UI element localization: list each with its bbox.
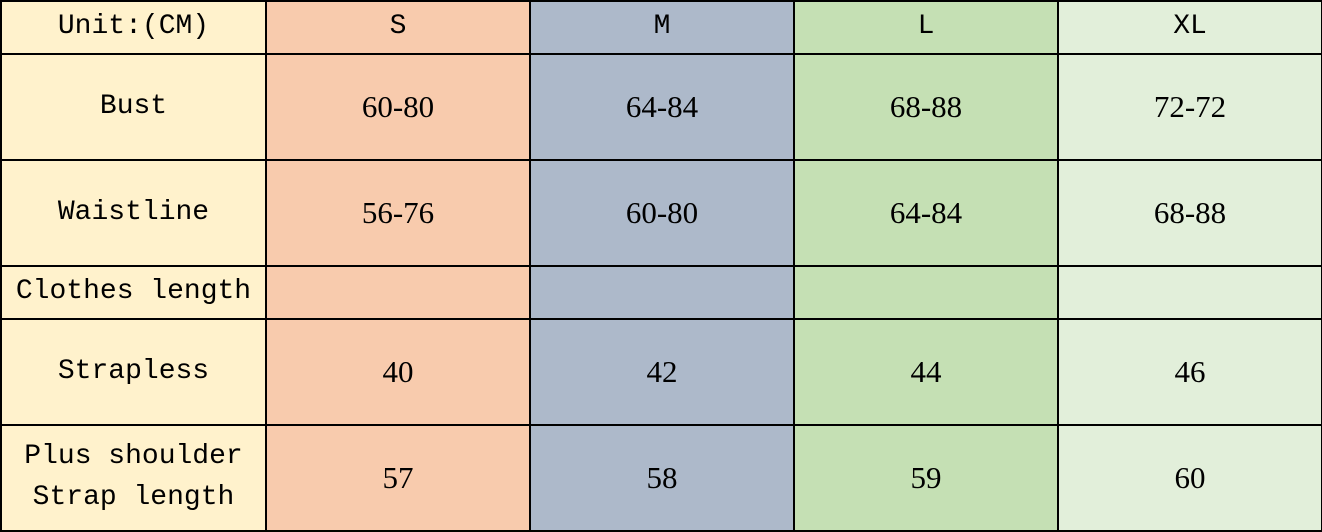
measurement-cell: 46 (1057, 318, 1322, 426)
table-row: Waistline 56-76 60-80 64-84 68-88 (0, 159, 1322, 267)
table-row: Bust 60-80 64-84 68-88 72-72 (0, 53, 1322, 161)
measurement-cell: 59 (793, 424, 1059, 532)
measurement-cell: 60 (1057, 424, 1322, 532)
measurement-cell: 68-88 (1057, 159, 1322, 267)
measurement-cell (529, 265, 795, 320)
measurement-cell (265, 265, 531, 320)
table-row: Strapless 40 42 44 46 (0, 318, 1322, 426)
measurement-cell: 56-76 (265, 159, 531, 267)
size-header-m: M (529, 0, 795, 55)
size-header-s: S (265, 0, 531, 55)
measurement-cell: 40 (265, 318, 531, 426)
measurement-cell: 68-88 (793, 53, 1059, 161)
size-header-xl: XL (1057, 0, 1322, 55)
measurement-cell: 60-80 (529, 159, 795, 267)
measurement-cell: 44 (793, 318, 1059, 426)
size-header-l: L (793, 0, 1059, 55)
row-label: Bust (0, 53, 267, 161)
measurement-cell: 64-84 (529, 53, 795, 161)
measurement-cell: 42 (529, 318, 795, 426)
row-label: Strapless (0, 318, 267, 426)
table-row: Clothes length (0, 265, 1322, 320)
measurement-cell: 60-80 (265, 53, 531, 161)
header-row: Unit:(CM) S M L XL (0, 0, 1322, 55)
measurement-cell (1057, 265, 1322, 320)
measurement-cell: 58 (529, 424, 795, 532)
unit-header: Unit:(CM) (0, 0, 267, 55)
measurement-cell (793, 265, 1059, 320)
row-label: Waistline (0, 159, 267, 267)
table-row: Plus shoulder Strap length 57 58 59 60 (0, 424, 1322, 532)
row-label: Clothes length (0, 265, 267, 320)
measurement-cell: 64-84 (793, 159, 1059, 267)
measurement-cell: 57 (265, 424, 531, 532)
measurement-cell: 72-72 (1057, 53, 1322, 161)
row-label: Plus shoulder Strap length (0, 424, 267, 532)
